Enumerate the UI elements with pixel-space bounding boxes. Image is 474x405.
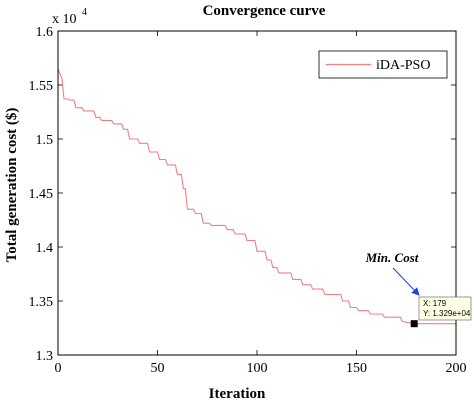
- datatip-y: Y: 1.329e+04: [423, 309, 471, 318]
- y-tick-label: 1.3: [36, 349, 54, 364]
- datatip-box: [418, 296, 472, 321]
- x-tick-label: 150: [346, 361, 367, 376]
- legend-label-ida-pso: iDA-PSO: [376, 58, 430, 73]
- datatip-x: X: 179: [423, 299, 447, 308]
- min-cost-annotation: Min. Cost X: 179 Y: 1.329e+04: [365, 250, 472, 328]
- x-tick-label: 100: [247, 361, 268, 376]
- y-tick-label: 1.45: [29, 187, 54, 202]
- y-exponent-power: 4: [82, 7, 87, 18]
- plot-series: [57, 68, 456, 325]
- x-tick-label: 0: [55, 361, 62, 376]
- y-axis-label: Total generation cost ($): [4, 108, 20, 263]
- min-cost-label: Min. Cost: [365, 250, 419, 265]
- y-exponent-base: x 10: [52, 12, 77, 27]
- x-tick-label: 200: [446, 361, 467, 376]
- axis-ticks: [57, 30, 457, 356]
- legend: iDA-PSO: [318, 50, 448, 79]
- min-cost-marker: [410, 320, 418, 328]
- x-tick-label: 50: [151, 361, 165, 376]
- x-axis-label: Iteration: [209, 386, 266, 402]
- y-tick-label: 1.6: [36, 25, 54, 40]
- plot-area-frame: [57, 30, 457, 356]
- y-tick-label: 1.4: [36, 241, 54, 256]
- y-axis-exponent: x 10 4: [52, 7, 87, 27]
- axis-tick-labels: 0 50 100 150 200 1.3 1.35 1.4 1.45 1.5 1.55 1.6: [29, 25, 467, 376]
- chart-title: Convergence curve: [203, 3, 326, 19]
- y-tick-label: 1.55: [29, 79, 54, 94]
- y-tick-label: 1.35: [29, 295, 54, 310]
- y-tick-label: 1.5: [36, 133, 54, 148]
- min-cost-arrow: [392, 267, 420, 296]
- series-line-ida-pso: [57, 68, 456, 325]
